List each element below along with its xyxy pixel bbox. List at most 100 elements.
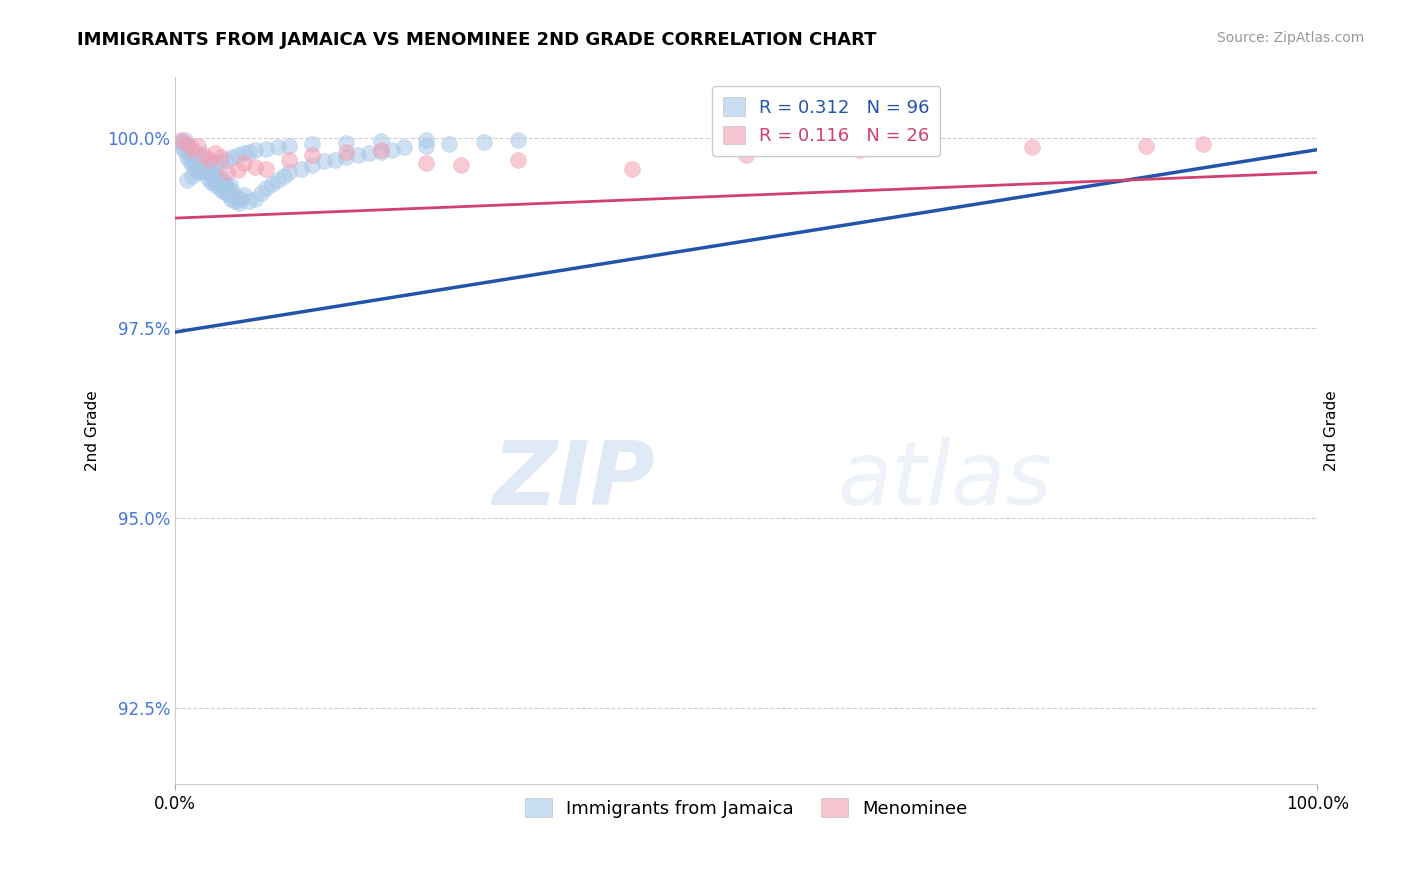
Point: [204, 155, 226, 169]
Point: [186, 155, 208, 169]
Point: [1135, 139, 1157, 153]
Point: [238, 145, 260, 159]
Point: [173, 143, 195, 157]
Point: [193, 148, 215, 162]
Point: [212, 177, 235, 191]
Point: [205, 169, 228, 184]
Point: [176, 173, 198, 187]
Point: [231, 192, 253, 206]
Point: [243, 160, 266, 174]
Point: [849, 143, 872, 157]
Point: [256, 161, 278, 176]
Text: atlas: atlas: [838, 437, 1053, 524]
Point: [620, 161, 643, 176]
Point: [174, 133, 197, 147]
Point: [335, 145, 357, 159]
Point: [198, 161, 221, 176]
Point: [190, 161, 212, 176]
Point: [183, 161, 205, 176]
Point: [204, 178, 226, 193]
Point: [1021, 140, 1043, 154]
Point: [176, 146, 198, 161]
Point: [181, 143, 204, 157]
Point: [198, 153, 221, 167]
Point: [335, 150, 357, 164]
Point: [195, 165, 218, 179]
Point: [176, 137, 198, 152]
Point: [197, 170, 219, 185]
Text: ZIP: ZIP: [492, 437, 655, 524]
Point: [415, 155, 437, 169]
Point: [226, 148, 249, 162]
Point: [176, 139, 198, 153]
Point: [193, 158, 215, 172]
Point: [219, 178, 242, 193]
Point: [370, 145, 392, 159]
Text: Source: ZipAtlas.com: Source: ZipAtlas.com: [1216, 31, 1364, 45]
Point: [228, 195, 250, 210]
Point: [232, 146, 254, 161]
Point: [278, 165, 301, 179]
Point: [201, 165, 224, 179]
Point: [212, 183, 235, 197]
Point: [347, 148, 370, 162]
Point: [267, 173, 290, 187]
Point: [472, 135, 495, 149]
Point: [267, 140, 290, 154]
Point: [184, 150, 207, 164]
Point: [273, 169, 295, 184]
Point: [735, 148, 758, 162]
Point: [217, 180, 239, 194]
Point: [215, 153, 238, 167]
Point: [202, 163, 225, 178]
Point: [301, 158, 323, 172]
Text: IMMIGRANTS FROM JAMAICA VS MENOMINEE 2ND GRADE CORRELATION CHART: IMMIGRANTS FROM JAMAICA VS MENOMINEE 2ND…: [77, 31, 877, 49]
Point: [238, 194, 260, 208]
Y-axis label: 2nd Grade: 2nd Grade: [1324, 391, 1340, 471]
Point: [181, 158, 204, 172]
Point: [415, 133, 437, 147]
Point: [181, 169, 204, 184]
Point: [187, 160, 209, 174]
Point: [249, 186, 271, 200]
Point: [278, 153, 301, 167]
Point: [232, 155, 254, 169]
Point: [170, 133, 193, 147]
Point: [170, 135, 193, 149]
Point: [172, 137, 194, 152]
Point: [187, 146, 209, 161]
Point: [193, 161, 215, 176]
Point: [191, 150, 214, 164]
Point: [359, 146, 381, 161]
Point: [207, 175, 229, 189]
Point: [200, 175, 222, 189]
Point: [301, 137, 323, 152]
Point: [188, 165, 211, 179]
Point: [215, 186, 238, 200]
Point: [211, 185, 233, 199]
Point: [262, 177, 284, 191]
Point: [301, 148, 323, 162]
Point: [187, 165, 209, 179]
Legend: Immigrants from Jamaica, Menominee: Immigrants from Jamaica, Menominee: [517, 791, 974, 825]
Point: [439, 137, 461, 152]
Point: [214, 175, 236, 189]
Point: [201, 173, 224, 187]
Point: [180, 140, 202, 154]
Point: [290, 161, 312, 176]
Point: [176, 150, 198, 164]
Point: [1192, 137, 1215, 152]
Point: [323, 153, 346, 167]
Point: [256, 142, 278, 156]
Point: [198, 158, 221, 172]
Point: [207, 173, 229, 187]
Point: [209, 154, 232, 169]
Point: [232, 188, 254, 202]
Point: [194, 163, 217, 178]
Point: [170, 140, 193, 154]
Point: [370, 134, 392, 148]
Point: [221, 150, 243, 164]
Point: [415, 139, 437, 153]
Point: [183, 153, 205, 167]
Point: [392, 140, 415, 154]
